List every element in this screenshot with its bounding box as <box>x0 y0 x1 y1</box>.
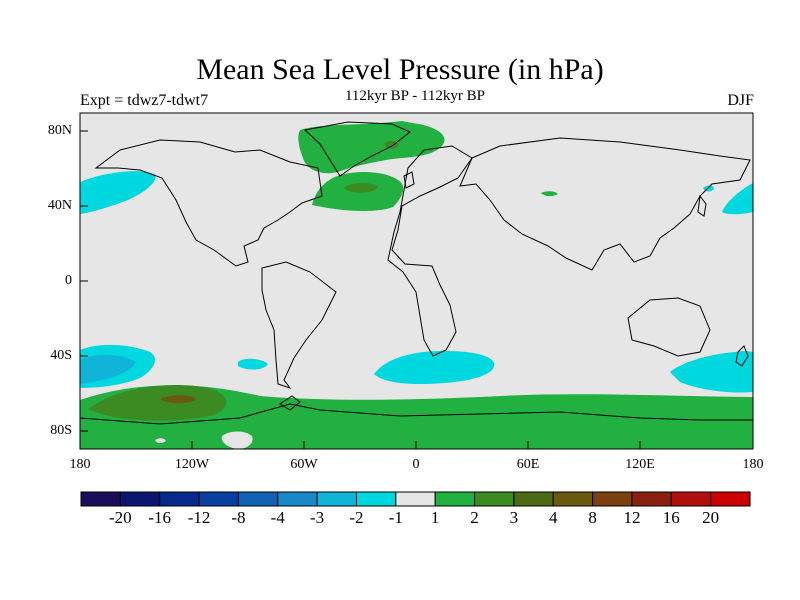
colorbar-tick-label: -3 <box>310 508 325 527</box>
colorbar-swatch <box>119 491 161 507</box>
colorbar-swatch <box>670 491 712 507</box>
x-tick-label: 120W <box>174 457 210 472</box>
x-tick-label: 0 <box>412 457 420 472</box>
europe-africa-coastline <box>387 145 473 357</box>
colorbar-swatch <box>395 491 436 507</box>
colorbar-swatch <box>631 491 672 507</box>
colorbar-swatch <box>513 491 554 507</box>
colorbar-swatch <box>592 491 633 507</box>
colorbar-swatch <box>237 491 279 507</box>
colorbar-tick-label: 8 <box>588 508 597 527</box>
north-pacific-low-east <box>80 171 156 214</box>
antarctic-gray-patch <box>221 431 253 449</box>
colorbar-swatch <box>159 491 200 507</box>
colorbar-tick-label: -4 <box>270 508 285 527</box>
colorbar-tick-label: -8 <box>231 508 246 527</box>
south-america-coastline <box>261 261 337 389</box>
subtitle-label: 112kyr BP - 112kyr BP <box>344 88 485 104</box>
asia-coastline <box>459 137 751 271</box>
y-tick-label: 0 <box>65 273 72 288</box>
y-tick-label: 40N <box>47 198 72 213</box>
y-tick-label: 80N <box>47 123 72 138</box>
colorbar-swatch <box>710 491 751 507</box>
central-asia-high-region <box>541 191 558 197</box>
british-isles-coastline <box>403 171 415 189</box>
colorbar-swatch <box>198 491 239 507</box>
x-tick-label: 60E <box>516 457 540 472</box>
australia-coastline <box>627 297 711 357</box>
x-tick-label: 120E <box>625 457 655 472</box>
japan-coastline <box>697 194 707 217</box>
colorbar <box>80 491 751 507</box>
x-tick-label: 60W <box>290 457 318 472</box>
north-atlantic-high-core <box>344 182 378 193</box>
colorbar-swatch <box>277 491 318 507</box>
colorbar-swatch <box>552 491 594 507</box>
colorbar-tick-label: 4 <box>548 508 558 527</box>
south-atlantic-small-low <box>238 358 268 370</box>
colorbar-swatch <box>355 491 397 507</box>
south-pacific-high-core <box>88 384 227 421</box>
colorbar-tick-label: 20 <box>702 508 720 527</box>
greenland-coastline <box>303 121 411 177</box>
experiment-label: Expt = tdwz7-tdwt7 <box>80 92 209 109</box>
colorbar-tick-label: 1 <box>430 508 440 527</box>
axis-ticks <box>80 130 641 449</box>
colorbar-swatch <box>474 491 515 507</box>
antarctic-peninsula-coastline <box>279 395 301 411</box>
north-pacific-low-west <box>722 183 753 215</box>
colorbar-tick-label: -16 <box>148 508 172 527</box>
colorbar-tick-label: 2 <box>470 508 479 527</box>
colorbar-tick-label: 3 <box>509 508 519 527</box>
antarctic-gray-patch-small <box>155 438 166 444</box>
antarctica-coastline <box>80 403 753 425</box>
south-pacific-high-peak <box>160 395 196 404</box>
colorbar-tick-label: -12 <box>187 508 211 527</box>
colorbar-tick-label: -20 <box>109 508 132 527</box>
x-tick-label: 180 <box>742 457 764 472</box>
arctic-high-core <box>384 140 399 149</box>
new-zealand-coastline <box>735 345 749 367</box>
coastlines <box>80 121 753 425</box>
southwest-pacific-low-region <box>670 351 753 393</box>
season-label: DJF <box>727 92 754 109</box>
south-pacific-low-core <box>80 354 136 384</box>
colorbar-tick-label: 16 <box>662 508 680 527</box>
colorbar-swatch <box>316 491 357 507</box>
indian-ocean-low-region <box>374 350 495 384</box>
colorbar-tick-label: 12 <box>623 508 641 527</box>
colorbar-tick-label: -2 <box>349 508 364 527</box>
colorbar-tick-label: -1 <box>388 508 403 527</box>
southern-ocean-high-region <box>80 385 753 449</box>
x-tick-label: 180 <box>69 457 91 472</box>
y-tick-label: 40S <box>50 348 72 363</box>
north-america-coastline <box>94 139 323 267</box>
plot-title: Mean Sea Level Pressure (in hPa) <box>196 53 604 86</box>
colorbar-swatch <box>434 491 476 507</box>
y-tick-label: 80S <box>50 423 72 438</box>
colorbar-swatch <box>80 491 121 507</box>
